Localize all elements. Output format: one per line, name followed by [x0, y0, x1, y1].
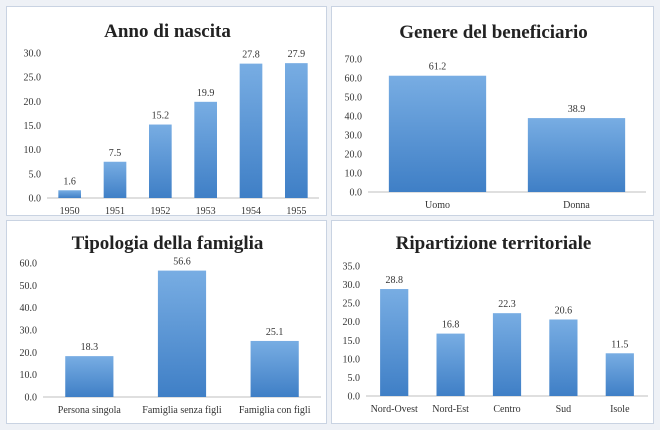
x-tick-label: Famiglia con figli — [239, 405, 311, 416]
y-tick-label: 50.0 — [345, 93, 363, 104]
chart-title: Genere del beneficiario — [399, 22, 588, 43]
y-tick-label: 50.0 — [20, 281, 38, 292]
y-tick-label: 60.0 — [345, 74, 363, 85]
x-tick-label: Uomo — [425, 200, 450, 211]
y-tick-label: 20.0 — [343, 317, 361, 328]
x-tick-label: 1951 — [105, 206, 125, 217]
data-label: 19.9 — [197, 88, 215, 99]
bar-famiglia — [157, 270, 207, 397]
chart-title: Ripartizione territoriale — [396, 233, 592, 254]
chart-anno: Anno di nascita 0.0 5.0 10.0 15.0 20.0 25.0 30.… — [24, 21, 319, 217]
bar-anno — [103, 161, 127, 198]
y-tick-label: 40.0 — [20, 303, 38, 314]
data-label: 1.6 — [63, 176, 76, 187]
x-tick-label: Donna — [563, 200, 590, 211]
data-label: 61.2 — [429, 62, 447, 73]
chart-panel-genere: Genere del beneficiario 0.0 10.0 20.0 30.0 40… — [331, 6, 654, 216]
y-tick-label: 10.0 — [343, 354, 361, 365]
y-tick-label: 40.0 — [345, 112, 363, 123]
x-tick-label: 1955 — [286, 206, 306, 217]
data-label: 16.8 — [442, 320, 460, 331]
chart-title: Tipologia della famiglia — [72, 233, 264, 254]
data-label: 25.1 — [266, 327, 284, 338]
chart-genere: Genere del beneficiario 0.0 10.0 20.0 30.0 40… — [345, 22, 646, 211]
bar-ripartizione — [549, 319, 578, 396]
y-tick-label: 5.0 — [348, 373, 361, 384]
x-tick-label: Persona singola — [58, 405, 122, 416]
x-tick-label: Sud — [556, 404, 572, 415]
data-label: 56.6 — [173, 257, 191, 268]
bar-anno — [239, 63, 263, 199]
chart-ripartizione: Ripartizione territoriale 0.0 5.0 10.0 15.0 2… — [343, 233, 648, 415]
bar-famiglia — [65, 356, 114, 397]
chart-panel-famiglia: Tipologia della famiglia 0.0 10.0 20.0 30.0 4… — [6, 220, 327, 424]
y-tick-label: 60.0 — [20, 259, 38, 270]
bar-anno — [149, 124, 172, 198]
y-tick-label: 20.0 — [345, 150, 363, 161]
y-tick-label: 30.0 — [343, 280, 361, 291]
y-tick-label: 30.0 — [345, 131, 363, 142]
data-label: 15.2 — [152, 111, 170, 122]
bar-anno — [285, 63, 308, 199]
bar-ripartizione — [605, 353, 634, 396]
x-tick-label: 1954 — [241, 206, 261, 217]
y-tick-label: 25.0 — [24, 73, 42, 84]
x-tick-label: Isole — [610, 404, 630, 415]
y-tick-label: 0.0 — [348, 392, 361, 403]
bar-anno — [194, 101, 217, 198]
x-tick-label: Nord-Ovest — [371, 404, 418, 415]
bar-anno — [58, 190, 81, 198]
x-tick-label: Famiglia senza figli — [142, 405, 222, 416]
y-tick-label: 15.0 — [343, 336, 361, 347]
y-tick-label: 0.0 — [29, 194, 42, 205]
bar-genere — [527, 118, 626, 192]
bar-famiglia — [250, 340, 299, 397]
y-tick-label: 20.0 — [20, 348, 38, 359]
x-tick-label: Nord-Est — [432, 404, 469, 415]
y-tick-label: 0.0 — [25, 393, 38, 404]
chart-panel-ripartizione: Ripartizione territoriale 0.0 5.0 10.0 15.0 2… — [331, 220, 654, 424]
data-label: 20.6 — [555, 305, 573, 316]
y-tick-label: 0.0 — [350, 188, 363, 199]
data-label: 7.5 — [109, 148, 122, 159]
x-tick-label: 1950 — [60, 206, 80, 217]
y-tick-label: 10.0 — [20, 370, 38, 381]
y-tick-label: 20.0 — [24, 97, 42, 108]
bar-genere — [388, 75, 487, 192]
y-tick-label: 70.0 — [345, 55, 363, 66]
bar-ripartizione — [436, 333, 465, 396]
y-tick-label: 10.0 — [345, 169, 363, 180]
data-label: 28.8 — [385, 275, 403, 286]
y-tick-label: 10.0 — [24, 145, 42, 156]
y-tick-label: 15.0 — [24, 121, 42, 132]
y-tick-label: 35.0 — [343, 262, 361, 273]
data-label: 18.3 — [81, 342, 99, 353]
chart-panel-anno: Anno di nascita 0.0 5.0 10.0 15.0 20.0 25.0 30.… — [6, 6, 327, 217]
chart-famiglia: Tipologia della famiglia 0.0 10.0 20.0 30.0 4… — [20, 233, 321, 416]
y-tick-label: 30.0 — [20, 326, 38, 337]
data-label: 27.9 — [288, 49, 306, 60]
y-tick-label: 25.0 — [343, 299, 361, 310]
data-label: 22.3 — [498, 299, 516, 310]
y-tick-label: 5.0 — [29, 169, 42, 180]
x-tick-label: Centro — [493, 404, 520, 415]
x-tick-label: 1952 — [150, 206, 170, 217]
data-label: 27.8 — [242, 50, 260, 61]
bar-ripartizione — [380, 289, 409, 396]
chart-title: Anno di nascita — [104, 21, 231, 42]
bar-ripartizione — [492, 313, 522, 396]
y-tick-label: 30.0 — [24, 49, 42, 60]
data-label: 38.9 — [568, 104, 586, 115]
x-tick-label: 1953 — [196, 206, 216, 217]
data-label: 11.5 — [611, 339, 628, 350]
